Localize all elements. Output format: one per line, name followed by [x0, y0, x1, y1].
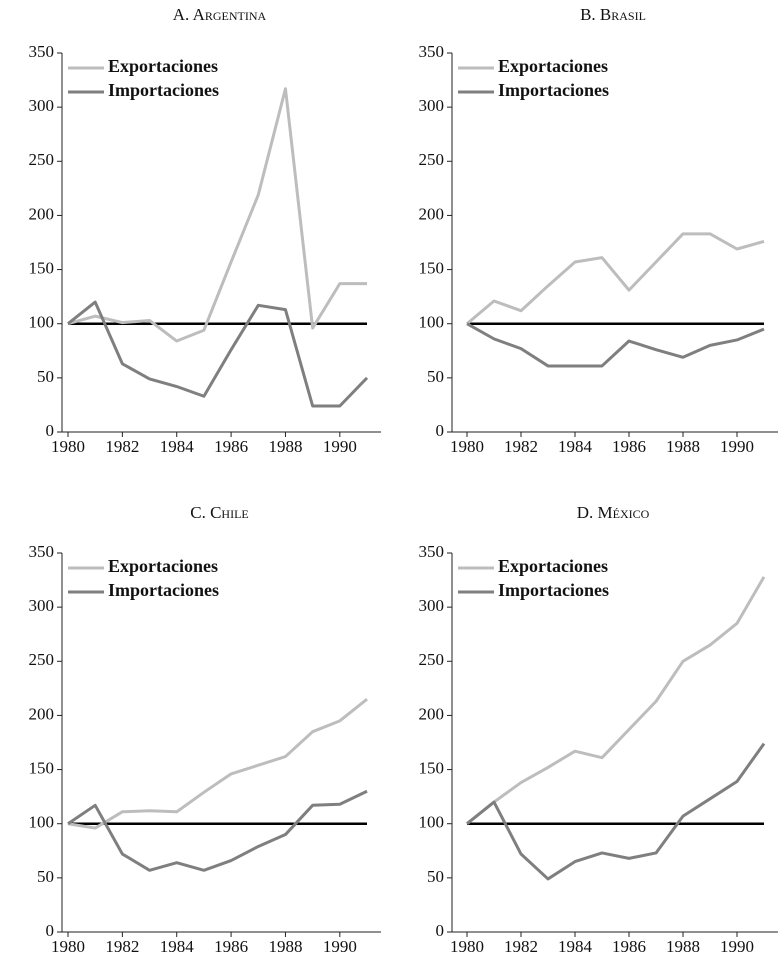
y-tick-label: 150 — [419, 758, 445, 777]
chart-title: D. México — [577, 503, 650, 522]
y-tick-label: 200 — [419, 204, 445, 223]
x-tick-label: 1986 — [214, 437, 248, 456]
series-line — [67, 87, 367, 343]
y-tick-label: 250 — [29, 150, 55, 169]
x-tick-label: 1982 — [504, 937, 538, 956]
y-tick-label: 100 — [29, 813, 55, 832]
series-line — [67, 300, 369, 408]
legend-label: Exportaciones — [108, 56, 218, 76]
y-tick-label: 200 — [419, 704, 445, 723]
x-tick-label: 1984 — [558, 937, 593, 956]
y-tick-label: 50 — [427, 367, 444, 386]
x-tick-label: 1990 — [323, 437, 357, 456]
legend-label: Importaciones — [498, 580, 609, 600]
x-tick-label: 1986 — [214, 937, 248, 956]
y-tick-label: 300 — [29, 596, 55, 615]
series-line — [466, 232, 765, 325]
y-tick-label: 100 — [419, 813, 445, 832]
y-tick-label: 350 — [419, 542, 445, 561]
x-tick-label: 1980 — [450, 937, 484, 956]
chart-title: C. Chile — [190, 503, 249, 522]
y-tick-label: 250 — [419, 150, 445, 169]
y-tick-label: 300 — [29, 96, 55, 115]
y-tick-label: 0 — [436, 921, 445, 940]
y-tick-label: 100 — [419, 313, 445, 332]
y-tick-label: 300 — [419, 596, 445, 615]
x-tick-label: 1988 — [268, 437, 302, 456]
chart-title: B. Brasil — [580, 5, 646, 24]
x-tick-label: 1986 — [612, 937, 646, 956]
legend-label: Exportaciones — [108, 556, 218, 576]
x-tick-label: 1990 — [720, 937, 754, 956]
legend-label: Importaciones — [108, 580, 219, 600]
y-tick-label: 100 — [29, 313, 55, 332]
y-tick-label: 50 — [37, 867, 54, 886]
y-tick-label: 50 — [37, 367, 54, 386]
y-tick-label: 200 — [29, 204, 55, 223]
y-tick-label: 0 — [46, 421, 55, 440]
x-tick-label: 1990 — [323, 937, 357, 956]
series-line — [466, 576, 766, 825]
x-tick-label: 1980 — [51, 937, 85, 956]
x-tick-label: 1990 — [720, 437, 754, 456]
series-line — [466, 322, 765, 368]
x-tick-label: 1988 — [666, 437, 700, 456]
y-tick-label: 0 — [436, 421, 445, 440]
y-tick-label: 250 — [419, 650, 445, 669]
y-tick-label: 350 — [419, 42, 445, 61]
x-tick-label: 1988 — [268, 937, 302, 956]
y-tick-label: 150 — [29, 758, 55, 777]
series-line — [466, 742, 766, 881]
x-tick-label: 1984 — [160, 437, 195, 456]
chart-title: A. Argentina — [173, 5, 267, 24]
y-tick-label: 250 — [29, 650, 55, 669]
y-tick-label: 150 — [419, 258, 445, 277]
x-tick-label: 1982 — [105, 937, 139, 956]
x-tick-label: 1980 — [450, 437, 484, 456]
x-tick-label: 1984 — [160, 937, 195, 956]
y-tick-label: 200 — [29, 704, 55, 723]
y-tick-label: 350 — [29, 542, 55, 561]
x-tick-label: 1980 — [51, 437, 85, 456]
legend-label: Exportaciones — [498, 56, 608, 76]
legend-label: Importaciones — [498, 80, 609, 100]
y-tick-label: 300 — [419, 96, 445, 115]
legend-label: Exportaciones — [498, 556, 608, 576]
x-tick-label: 1982 — [504, 437, 538, 456]
series-line — [67, 789, 368, 872]
y-tick-label: 150 — [29, 258, 55, 277]
y-tick-label: 50 — [427, 867, 444, 886]
y-tick-label: 0 — [46, 921, 55, 940]
x-tick-label: 1982 — [105, 437, 139, 456]
legend-label: Importaciones — [108, 80, 219, 100]
x-tick-label: 1988 — [666, 937, 700, 956]
x-tick-label: 1986 — [612, 437, 646, 456]
x-tick-label: 1984 — [558, 437, 593, 456]
series-line — [67, 698, 368, 830]
y-tick-label: 350 — [29, 42, 55, 61]
